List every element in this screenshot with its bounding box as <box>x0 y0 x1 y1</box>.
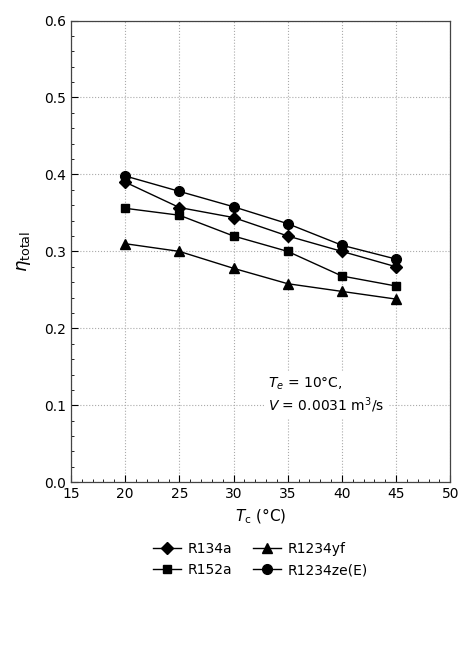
R134a <box>393 263 399 271</box>
R1234yf <box>393 295 399 303</box>
R1234ze(E) <box>231 203 237 211</box>
R134a <box>176 204 182 212</box>
Line: R1234ze(E): R1234ze(E) <box>120 171 401 264</box>
R152a <box>285 247 291 255</box>
X-axis label: $T_{\mathrm{c}}$ (°C): $T_{\mathrm{c}}$ (°C) <box>235 507 286 526</box>
Y-axis label: $\eta_{\mathrm{total}}$: $\eta_{\mathrm{total}}$ <box>15 230 33 272</box>
R1234ze(E) <box>393 255 399 263</box>
R1234yf <box>122 240 128 248</box>
R1234yf <box>339 288 345 296</box>
R134a <box>285 232 291 240</box>
Line: R152a: R152a <box>121 204 400 290</box>
Text: $T_{e}$ = 10°C,
$V$ = 0.0031 m$^{3}$/s: $T_{e}$ = 10°C, $V$ = 0.0031 m$^{3}$/s <box>268 376 384 415</box>
R152a <box>231 232 237 240</box>
Line: R134a: R134a <box>121 178 400 271</box>
R134a <box>339 247 345 255</box>
R152a <box>122 204 128 212</box>
R152a <box>176 211 182 219</box>
R1234yf <box>231 264 237 272</box>
R1234ze(E) <box>339 241 345 249</box>
R152a <box>339 272 345 280</box>
R134a <box>231 214 237 222</box>
R134a <box>122 178 128 186</box>
R1234yf <box>285 280 291 288</box>
Line: R1234yf: R1234yf <box>120 239 401 304</box>
R1234ze(E) <box>122 172 128 180</box>
R1234ze(E) <box>176 187 182 196</box>
Legend: R134a, R152a, R1234yf, R1234ze(E): R134a, R152a, R1234yf, R1234ze(E) <box>146 536 375 584</box>
R1234ze(E) <box>285 220 291 228</box>
R152a <box>393 282 399 290</box>
R1234yf <box>176 247 182 255</box>
